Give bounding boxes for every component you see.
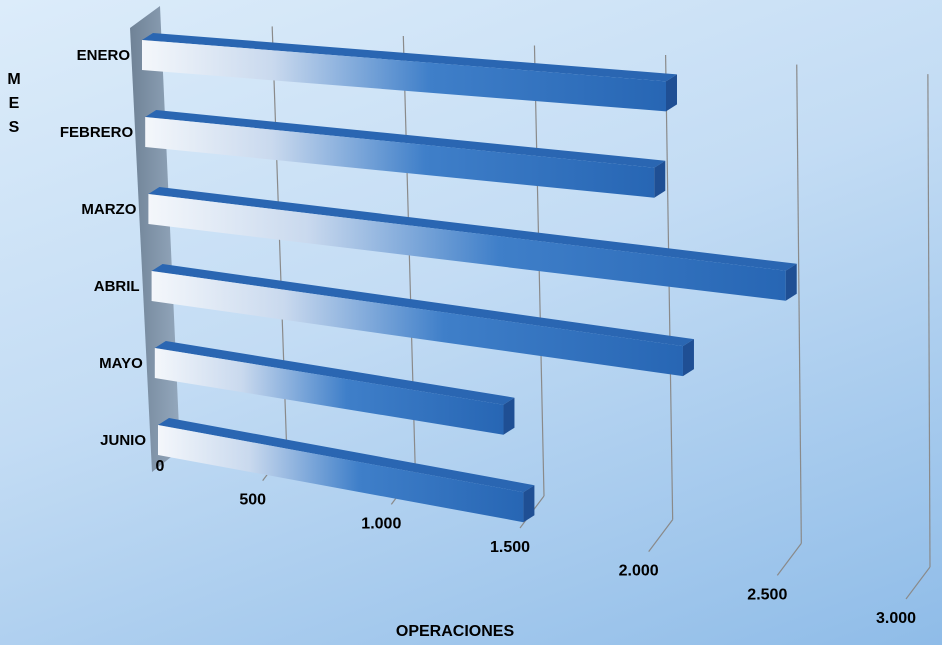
y-axis-title: M E S bbox=[7, 71, 20, 136]
y-axis-title-letter: M bbox=[7, 71, 20, 88]
floor-gridline bbox=[776, 542, 802, 576]
bar bbox=[151, 264, 694, 377]
y-axis-title-letter: E bbox=[9, 95, 20, 112]
bar bbox=[142, 33, 677, 112]
bar-top bbox=[151, 264, 694, 347]
bar-front bbox=[154, 348, 504, 435]
gridline bbox=[665, 55, 674, 520]
category-label: ENERO bbox=[77, 47, 131, 64]
bar-end bbox=[654, 160, 666, 198]
bar-top bbox=[148, 187, 797, 271]
bars bbox=[142, 33, 797, 523]
bar-end bbox=[682, 339, 694, 377]
gridline bbox=[796, 64, 802, 544]
category-label: ABRIL bbox=[94, 278, 140, 295]
gridline bbox=[927, 74, 931, 568]
tick-labels: 0 500 1.000 1.500 2.000 2.500 3.000 bbox=[156, 458, 917, 627]
bar-end bbox=[523, 485, 535, 523]
category-labels: ENERO FEBRERO MARZO ABRIL MAYO JUNIO bbox=[60, 47, 146, 449]
x-axis-title: OPERACIONES bbox=[396, 623, 515, 640]
bar-top bbox=[145, 110, 666, 168]
bar-front bbox=[151, 271, 683, 377]
side-wall bbox=[130, 6, 180, 472]
bar bbox=[158, 418, 535, 523]
bar-front bbox=[158, 425, 524, 523]
bar-end bbox=[785, 263, 797, 301]
category-label: MAYO bbox=[99, 355, 143, 372]
tick-label: 3.000 bbox=[876, 610, 916, 627]
bar-front bbox=[148, 194, 786, 301]
bar-top bbox=[142, 33, 677, 82]
category-label: MARZO bbox=[81, 201, 136, 218]
tick-label: 1.000 bbox=[361, 515, 401, 532]
bar-front bbox=[142, 40, 666, 112]
tick-label: 2.500 bbox=[747, 586, 787, 603]
bar bbox=[154, 341, 515, 435]
y-axis-title-letter: S bbox=[9, 119, 20, 136]
bar-top bbox=[158, 418, 535, 493]
tick-label: 500 bbox=[239, 492, 266, 509]
tick-label: 2.000 bbox=[619, 563, 659, 580]
bar bbox=[145, 110, 666, 198]
tick-label: 1.500 bbox=[490, 539, 530, 556]
floor-gridline bbox=[648, 519, 674, 553]
bar-end bbox=[503, 397, 515, 435]
bar bbox=[148, 187, 797, 301]
floor-gridline bbox=[905, 566, 931, 600]
bar-top bbox=[154, 341, 515, 405]
category-label: FEBRERO bbox=[60, 124, 134, 141]
bar-front bbox=[145, 117, 655, 198]
tick-label: 0 bbox=[156, 458, 165, 475]
bar-end bbox=[666, 74, 677, 112]
category-label: JUNIO bbox=[100, 432, 146, 449]
